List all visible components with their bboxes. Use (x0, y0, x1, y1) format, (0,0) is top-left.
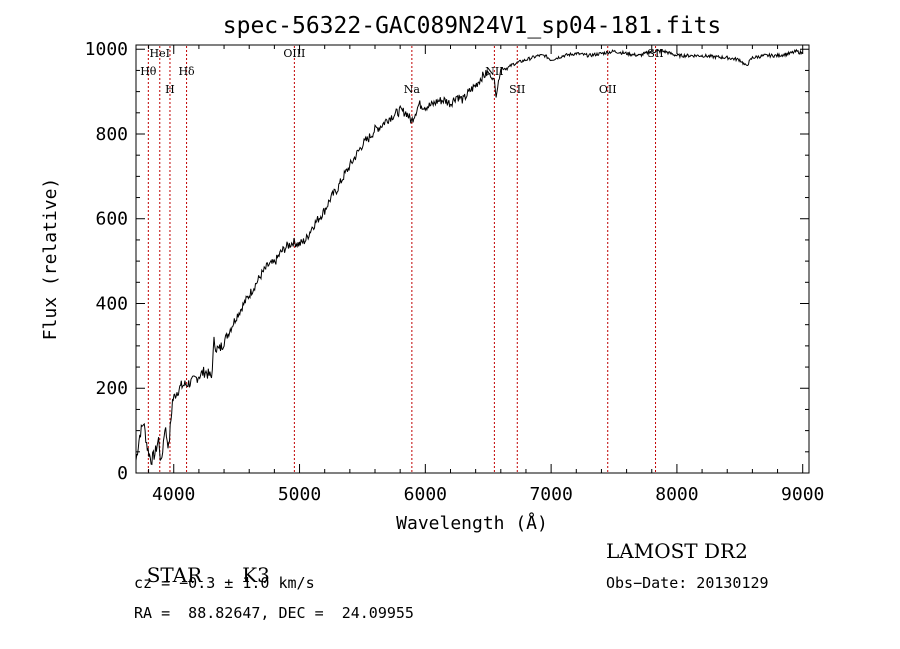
x-tick-label: 5000 (278, 484, 321, 505)
x-tick-label: 9000 (781, 484, 824, 505)
y-axis-label: Flux (relative) (40, 178, 61, 341)
class-label: STAR (146, 563, 203, 587)
y-tick-label: 1000 (85, 39, 128, 60)
x-tick-label: 8000 (655, 484, 698, 505)
spectral-line-label: Hδ (178, 65, 195, 78)
x-axis-label: Wavelength (Å) (396, 512, 548, 534)
axis-ticks: 4000 5000 6000 7000 8000 9000 0 200 400 600 800 100… (85, 39, 825, 505)
spectral-line-label: SII (509, 83, 525, 96)
y-tick-label: 200 (95, 378, 128, 399)
x-tick-label: 7000 (529, 484, 572, 505)
object-class: STAR K3 (134, 539, 270, 587)
spectral-line-label: H (165, 83, 175, 96)
spectrum-series-line (135, 48, 804, 466)
redshift-label: cz = −0.3 ± 1.0 km/s (134, 574, 315, 592)
obs-date-label: Obs−Date: 20130129 (606, 574, 769, 592)
x-tick-label: 4000 (152, 484, 195, 505)
x-tick-label: 6000 (404, 484, 447, 505)
survey-label: LAMOST DR2 (606, 539, 748, 563)
spectral-line-label: OII (599, 83, 617, 96)
plot-frame (135, 44, 810, 474)
spectral-line-label: OIII (283, 47, 305, 60)
spectral-line-label: HeI (150, 47, 170, 60)
y-tick-label: 0 (117, 463, 128, 484)
spectral-line-label: SII (647, 47, 663, 60)
chart-title: spec-56322-GAC089N24V1_sp04-181.fits (223, 13, 722, 39)
y-tick-label: 400 (95, 293, 128, 314)
spectral-line-label: Hθ (140, 65, 157, 78)
y-tick-label: 800 (95, 124, 128, 145)
y-tick-label: 600 (95, 209, 128, 230)
subclass-label: K3 (242, 563, 270, 587)
coordinates-label: RA = 88.82647, DEC = 24.09955 (134, 604, 414, 622)
spectral-line-label: Na (404, 83, 421, 96)
